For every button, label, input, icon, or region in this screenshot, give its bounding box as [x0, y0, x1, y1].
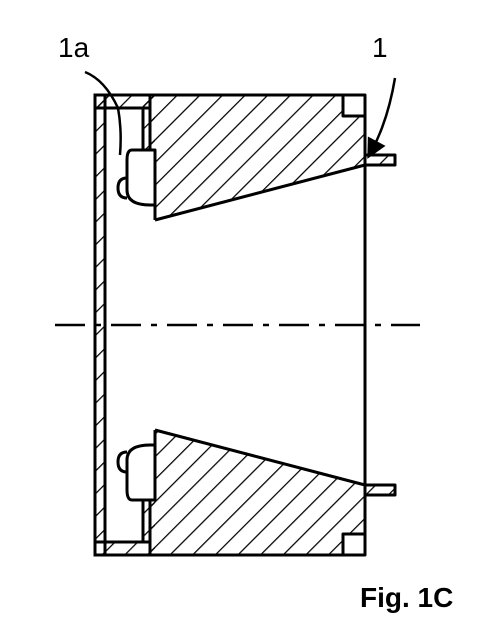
label-1: 1 — [372, 32, 388, 64]
label-1a: 1a — [58, 32, 89, 64]
cap-hatch-bot — [95, 542, 150, 555]
figure-caption: Fig. 1C — [360, 582, 453, 614]
leader-1 — [372, 78, 395, 150]
technical-drawing — [0, 0, 504, 643]
cap-hatch-top — [95, 95, 150, 108]
